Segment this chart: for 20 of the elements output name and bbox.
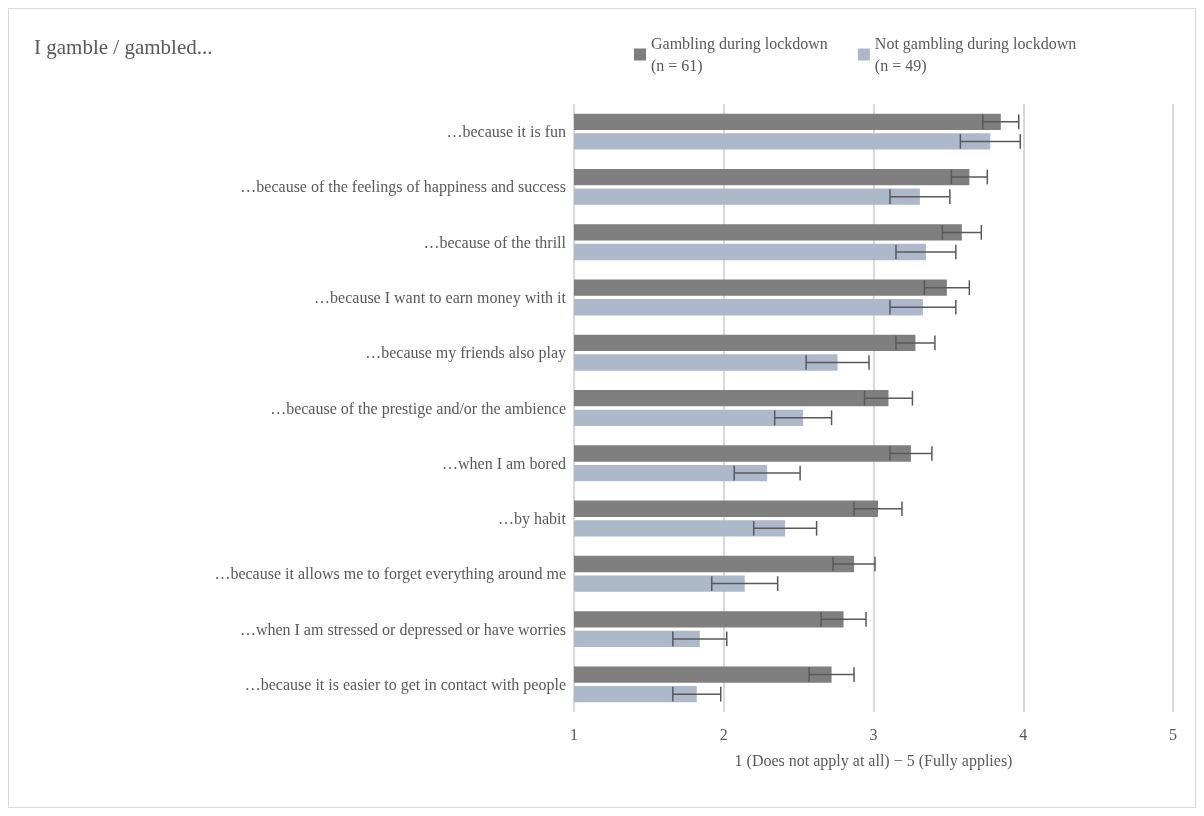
y-tick-label: …because it is fun: [446, 123, 566, 141]
y-tick-label: …because of the feelings of happiness and success: [240, 178, 566, 197]
y-tick-label: …because I want to earn money with it: [314, 288, 567, 307]
y-tick-label: …because of the thrill: [423, 233, 567, 251]
x-axis-title: 1 (Does not apply at all) − 5 (Fully applies): [734, 751, 1013, 770]
y-tick-label: …when I am stressed or depressed or have worries: [239, 620, 566, 639]
y-tick-label: …because of the prestige and/or the ambience: [270, 399, 566, 418]
y-tick-label: …when I am bored: [442, 454, 566, 472]
text: I gamble / gambled...: [34, 34, 213, 59]
y-tick-label: …because it allows me to forget everything around me: [214, 565, 566, 584]
y-tick-label: …because my friends also play: [365, 344, 566, 363]
y-tick-label: …because it is easier to get in contact with people: [244, 675, 566, 694]
x-tick-label: 2: [719, 725, 728, 743]
x-tick-label: 4: [1019, 725, 1028, 743]
x-tick-label: 3: [869, 725, 878, 743]
y-tick-label: …by habit: [498, 510, 567, 529]
x-tick-label: 5: [1169, 725, 1177, 743]
x-tick-label: 1: [570, 725, 578, 743]
legend-label: Gambling during lockdown (n = 61): [651, 35, 828, 75]
legend-label: Not gambling during lockdown (n = 49): [874, 35, 1077, 75]
